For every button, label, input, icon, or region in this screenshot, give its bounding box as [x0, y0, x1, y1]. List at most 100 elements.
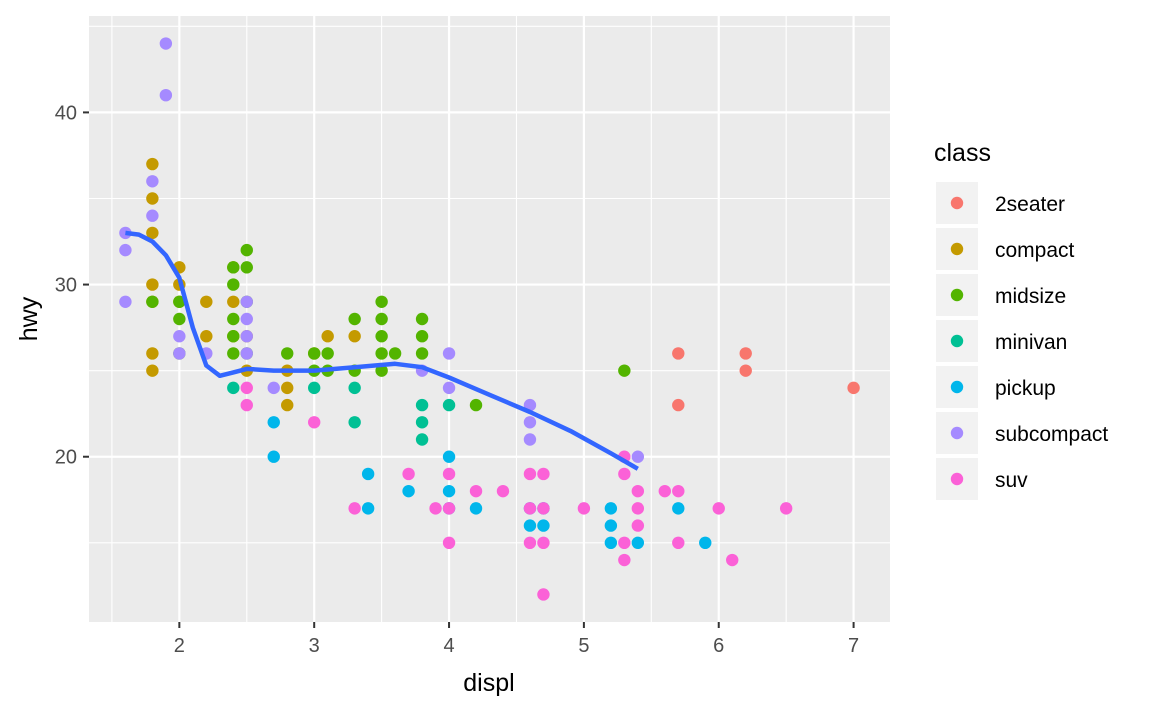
data-point-pickup: [267, 416, 280, 429]
data-point-suv: [537, 467, 550, 481]
data-point-compact: [146, 192, 159, 205]
data-point-subcompact: [119, 295, 132, 308]
data-point-suv: [537, 588, 550, 601]
y-axis-title: hwy: [15, 296, 43, 341]
legend-label-suv: suv: [995, 469, 1028, 492]
data-point-midsize: [227, 261, 240, 274]
data-point-compact: [227, 295, 240, 308]
tick-labels: 2 3 4 5 6 7 20 30 40: [55, 102, 859, 657]
data-point-2seater: [672, 347, 685, 360]
data-point-midsize: [375, 295, 388, 308]
data-point-midsize: [321, 347, 334, 360]
legend-label-pickup: pickup: [995, 377, 1056, 400]
data-point-compact: [200, 295, 213, 308]
data-point-compact: [146, 278, 159, 291]
data-point-suv: [240, 398, 253, 412]
data-point-subcompact: [631, 450, 645, 463]
legend-keys: 2seater compact midsize minivan pickup subcom…: [936, 182, 1108, 500]
data-point-suv: [469, 484, 483, 498]
axis-ticks: [83, 111, 855, 628]
data-point-compact: [281, 398, 294, 412]
data-point-minivan: [415, 433, 429, 446]
data-point-subcompact: [159, 37, 173, 50]
legend-label-midsize: midsize: [995, 285, 1066, 308]
data-point-2seater: [739, 364, 752, 377]
data-point-midsize: [146, 295, 159, 308]
data-point-pickup: [604, 536, 618, 550]
data-point-suv: [618, 553, 631, 567]
data-point-midsize: [375, 312, 388, 326]
panel-background: [89, 16, 890, 622]
data-point-suv: [523, 502, 537, 515]
data-point-midsize: [415, 330, 429, 343]
data-point-midsize: [375, 330, 388, 343]
data-point-midsize: [469, 398, 483, 412]
data-point-pickup: [699, 536, 712, 550]
data-point-compact: [146, 364, 159, 377]
data-point-suv: [429, 502, 442, 515]
data-point-suv: [537, 536, 550, 550]
x-tick-label: 3: [309, 635, 320, 657]
data-point-subcompact: [240, 330, 253, 343]
legend-key-swatch: [950, 472, 964, 486]
legend-title: class: [934, 139, 991, 167]
data-point-midsize: [227, 330, 240, 343]
data-point-suv: [348, 502, 361, 515]
data-point-minivan: [415, 398, 429, 412]
data-point-subcompact: [119, 243, 132, 257]
data-point-subcompact: [442, 347, 456, 360]
data-point-suv: [631, 519, 645, 532]
smooth-trend-line: [125, 230, 639, 471]
data-point-suv: [442, 467, 456, 481]
data-point-2seater: [739, 347, 752, 360]
data-point-compact: [146, 226, 159, 240]
data-point-subcompact: [173, 347, 186, 360]
data-point-pickup: [402, 484, 415, 498]
x-tick-label: 4: [443, 635, 454, 657]
data-point-subcompact: [146, 209, 159, 222]
data-point-pickup: [442, 450, 456, 463]
data-point-minivan: [227, 381, 240, 395]
x-tick-label: 6: [713, 635, 724, 657]
data-point-compact: [348, 330, 361, 343]
data-point-midsize: [227, 278, 240, 291]
data-point-suv: [618, 467, 631, 481]
legend: class 2seater compact midsize minivan pickup…: [934, 139, 1108, 500]
data-point-suv: [523, 536, 537, 550]
data-point-suv: [631, 502, 645, 515]
legend-key-swatch: [950, 426, 964, 440]
data-point-subcompact: [240, 347, 253, 360]
data-point-2seater: [847, 381, 860, 395]
data-point-midsize: [618, 364, 631, 377]
data-point-subcompact: [267, 381, 280, 395]
data-point-suv: [402, 467, 415, 481]
data-point-minivan: [348, 381, 361, 395]
data-point-suv: [672, 536, 685, 550]
data-point-midsize: [240, 261, 253, 274]
data-points: [119, 37, 860, 601]
data-point-midsize: [375, 364, 388, 377]
data-point-subcompact: [523, 433, 537, 446]
data-point-subcompact: [240, 312, 253, 326]
legend-label-2seater: 2seater: [995, 193, 1065, 216]
data-point-midsize: [227, 312, 240, 326]
data-point-suv: [631, 484, 645, 498]
data-point-suv: [496, 484, 510, 498]
data-point-suv: [577, 502, 591, 515]
data-point-midsize: [375, 347, 388, 360]
data-point-suv: [240, 381, 253, 395]
data-point-compact: [281, 381, 294, 395]
data-point-midsize: [348, 312, 361, 326]
data-point-pickup: [631, 536, 645, 550]
y-tick-label: 30: [55, 275, 77, 297]
data-point-suv: [658, 484, 672, 498]
data-point-midsize: [307, 347, 321, 360]
legend-label-compact: compact: [995, 239, 1075, 262]
data-point-midsize: [415, 312, 429, 326]
data-point-midsize: [173, 295, 186, 308]
data-point-subcompact: [523, 416, 537, 429]
legend-key-swatch: [950, 334, 964, 348]
data-point-minivan: [307, 381, 321, 395]
data-point-pickup: [267, 450, 280, 463]
data-point-suv: [537, 502, 550, 515]
